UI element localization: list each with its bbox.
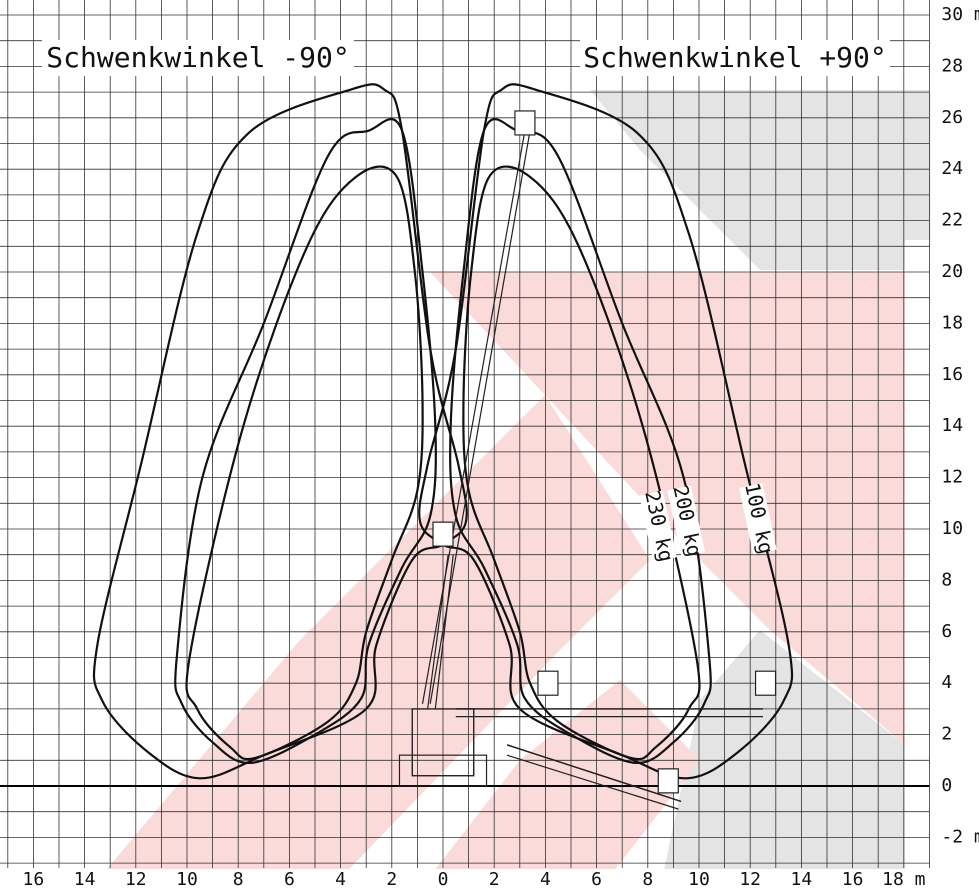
label-bg: [0, 869, 979, 889]
title-box: [580, 40, 890, 76]
y-tick-label: 10: [941, 518, 963, 539]
labels: 30 m2826242220181614121086420-2 m1614121…: [23, 4, 979, 889]
y-tick-label: 22: [941, 210, 963, 231]
basket: [537, 670, 559, 696]
basket: [432, 521, 454, 547]
x-tick-label: 2: [386, 869, 397, 889]
crane-line: [506, 754, 679, 810]
x-tick-label: 12: [125, 869, 147, 889]
y-tick-label: 6: [941, 621, 952, 642]
basket: [657, 768, 679, 794]
x-tick-label: 10: [688, 869, 710, 889]
y-tick-label: 30 m: [941, 4, 979, 25]
load-label-bg: [667, 485, 706, 558]
label-bg: [930, 0, 979, 889]
y-tick-label: 0: [941, 775, 952, 796]
title-right: Schwenkwinkel +90°: [583, 41, 886, 74]
y-tick-label: 2: [941, 724, 952, 745]
load-envelopes: [92, 83, 794, 780]
y-tick-label: 4: [941, 672, 952, 693]
x-tick-label: 6: [591, 869, 602, 889]
x-tick-label: 6: [284, 869, 295, 889]
title-box: [42, 40, 354, 76]
envelope: [462, 165, 701, 761]
crane: [398, 110, 777, 810]
envelope: [185, 165, 424, 761]
y-tick-label: 12: [941, 467, 963, 488]
basket: [514, 110, 536, 136]
x-tick-label: 4: [540, 869, 551, 889]
x-tick-label: 16: [842, 869, 864, 889]
grey-shape: [660, 630, 905, 889]
x-tick-label: 0: [438, 869, 449, 889]
x-tick-label: 18 m: [882, 869, 925, 889]
vehicle: [411, 708, 475, 777]
vehicle: [398, 754, 488, 787]
title-left: Schwenkwinkel -90°: [46, 41, 349, 74]
y-tick-label: 20: [941, 261, 963, 282]
x-tick-label: 10: [176, 869, 198, 889]
crane-line: [434, 554, 454, 709]
crane-line: [506, 744, 682, 803]
x-tick-label: 8: [642, 869, 653, 889]
x-tick-label: 2: [489, 869, 500, 889]
pink-shape: [420, 680, 700, 889]
x-tick-label: 12: [739, 869, 761, 889]
x-tick-label: 8: [233, 869, 244, 889]
load-label-bg: [739, 482, 777, 555]
x-tick-label: 14: [791, 869, 813, 889]
y-tick-label: 8: [941, 569, 952, 590]
envelope: [174, 118, 437, 764]
background-logo: [90, 90, 960, 889]
load-label-bg: [639, 490, 677, 563]
y-tick-label: 24: [941, 158, 963, 179]
y-tick-label: -2 m: [941, 826, 979, 847]
y-tick-label: 28: [941, 55, 963, 76]
crane-line: [427, 554, 449, 709]
basket: [754, 670, 777, 696]
y-tick-label: 18: [941, 312, 963, 333]
envelope: [449, 118, 712, 764]
crane-line: [421, 130, 526, 704]
y-tick-label: 16: [941, 364, 963, 385]
y-tick-label: 14: [941, 415, 963, 436]
x-tick-label: 14: [74, 869, 96, 889]
x-tick-label: 16: [23, 869, 45, 889]
x-tick-label: 4: [335, 869, 346, 889]
y-tick-label: 26: [941, 107, 963, 128]
grey-shape: [590, 90, 960, 270]
